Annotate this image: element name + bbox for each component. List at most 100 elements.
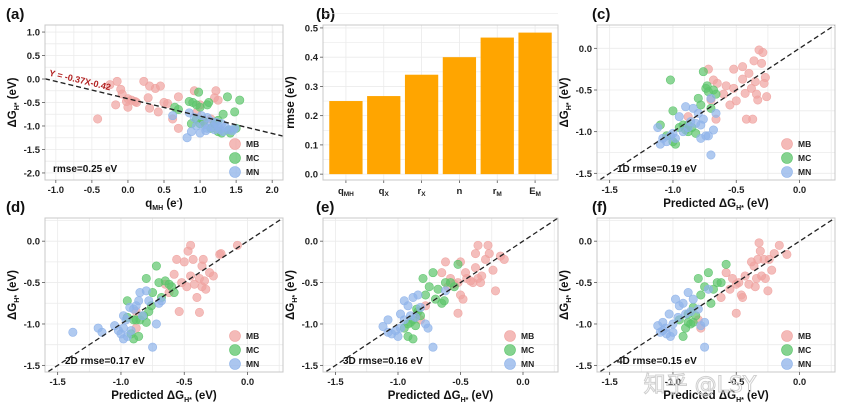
x-tick-label: -1.0 [390, 377, 406, 388]
data-point-mb [758, 47, 768, 57]
gridlines [45, 218, 283, 372]
rmse-annotation: 1D rmse=0.19 eV [617, 164, 697, 175]
data-point-mc [194, 87, 204, 97]
bar-qmh [329, 101, 363, 175]
y-tick-label: 0.1 [305, 140, 319, 151]
gridlines [323, 218, 558, 372]
x-tick-label: -1.5 [601, 185, 618, 196]
data-point-mn [118, 323, 128, 333]
legend-label-mc: MC [521, 345, 534, 355]
x-tick-label: rX [418, 186, 427, 198]
data-point-mb [194, 307, 204, 317]
data-point-mc [668, 106, 678, 116]
y-axis-title: rmse (eV) [285, 76, 297, 129]
data-point-mb [767, 265, 777, 275]
x-tick-label: -1.0 [665, 377, 681, 388]
legend-marker-mn [781, 166, 793, 178]
data-point-mb [499, 254, 509, 264]
panel-e: (e) -1.5 -1.0 -0.5 0.0 0.0 -0.5 -1.0 -1.5 Predict… [285, 199, 559, 404]
data-point-mb [198, 254, 208, 264]
legend-label-mc: MC [798, 153, 811, 163]
data-point-mn [413, 290, 423, 300]
y-tick-label: 0.0 [305, 170, 318, 181]
x-tick-label: 0.0 [241, 377, 254, 388]
legend-label-mc: MC [246, 345, 259, 355]
data-point-mn [126, 326, 136, 336]
data-point-mn [655, 139, 665, 149]
x-axis-title: Predicted ΔGH* (eV) [663, 198, 769, 212]
data-point-mb [774, 240, 784, 250]
y-tick-label: 0.3 [305, 82, 318, 93]
panel-f: (f) -1.5 -1.0 -0.5 0.0 0.0 -0.5 -1.0 -1.5 Predict… [559, 199, 836, 404]
series-mn [653, 93, 721, 160]
x-axis-title: Predicted ΔGH* (eV) [663, 390, 769, 404]
data-point-mn [678, 298, 688, 308]
data-point-mn [428, 342, 438, 352]
data-point-mn [703, 284, 713, 294]
data-point-mn [708, 125, 718, 135]
data-point-mn [698, 114, 708, 124]
data-point-mc [218, 109, 228, 119]
data-point-mb [201, 284, 211, 294]
x-tick-label: -1.0 [113, 377, 129, 388]
y-tick-label: 0.0 [305, 237, 318, 248]
data-point-mb [186, 240, 196, 250]
legend-marker-mc [781, 344, 793, 356]
bar-rm [480, 37, 514, 175]
data-point-mn [670, 294, 680, 304]
data-point-mb [731, 96, 741, 106]
y-tick-label: 0.0 [579, 237, 592, 248]
data-point-mn [673, 312, 683, 322]
data-point-mn [681, 102, 691, 112]
y-tick-label: -0.5 [24, 98, 41, 109]
y-tick-label: -0.5 [24, 278, 41, 289]
y-tick-label: -1.5 [24, 145, 41, 156]
data-point-mb [725, 284, 735, 294]
data-point-mb [740, 88, 750, 98]
panel-label: (d) [6, 199, 25, 216]
panel-label: (a) [6, 6, 24, 23]
legend-marker-mn [229, 166, 241, 178]
series-mn [653, 284, 713, 352]
y-tick-label: 1.0 [27, 28, 40, 39]
data-point-mc [433, 284, 443, 294]
rmse-annotation: 2D rmse=0.17 eV [65, 356, 145, 367]
data-point-mc [418, 273, 428, 283]
x-tick-label: 0.0 [793, 185, 806, 196]
gridlines [597, 218, 835, 372]
x-tick-label: 1.5 [230, 185, 244, 196]
data-point-mn [423, 323, 433, 333]
x-axis-title: Predicted ΔGH* (eV) [111, 390, 217, 404]
bar-rx [404, 74, 439, 175]
data-point-mb [477, 271, 487, 281]
y-tick-label: -1.0 [576, 127, 592, 138]
data-point-mb [232, 240, 242, 250]
data-point-mb [155, 81, 165, 91]
legend-label-mn: MN [246, 167, 259, 177]
x-tick-label: 0.5 [157, 185, 171, 196]
x-tick-label: 2.0 [266, 185, 279, 196]
data-point-mb [738, 62, 748, 72]
data-point-mn [706, 150, 716, 160]
data-point-mn [403, 301, 413, 311]
y-tick-label: 0.5 [305, 23, 319, 34]
watermark-text: 知乎 @LSY [644, 373, 757, 398]
data-point-mb [470, 249, 480, 259]
data-point-mb [744, 68, 754, 78]
data-point-mn [653, 123, 663, 133]
diagonal-line [598, 25, 835, 180]
data-point-mb [746, 83, 756, 93]
data-point-mb [731, 308, 741, 318]
legend-label-mn: MN [798, 359, 811, 369]
data-point-mb [754, 238, 764, 248]
data-point-mb [738, 292, 748, 302]
data-point-mb [186, 271, 196, 281]
legend-marker-mn [781, 358, 793, 370]
data-point-mb [173, 92, 183, 102]
y-tick-label: -1.0 [24, 319, 40, 330]
data-point-mn [711, 108, 721, 118]
x-tick-label: -0.5 [84, 185, 101, 196]
data-point-mn [700, 317, 710, 327]
legend-marker-mc [229, 344, 241, 356]
legend-marker-mn [229, 358, 241, 370]
